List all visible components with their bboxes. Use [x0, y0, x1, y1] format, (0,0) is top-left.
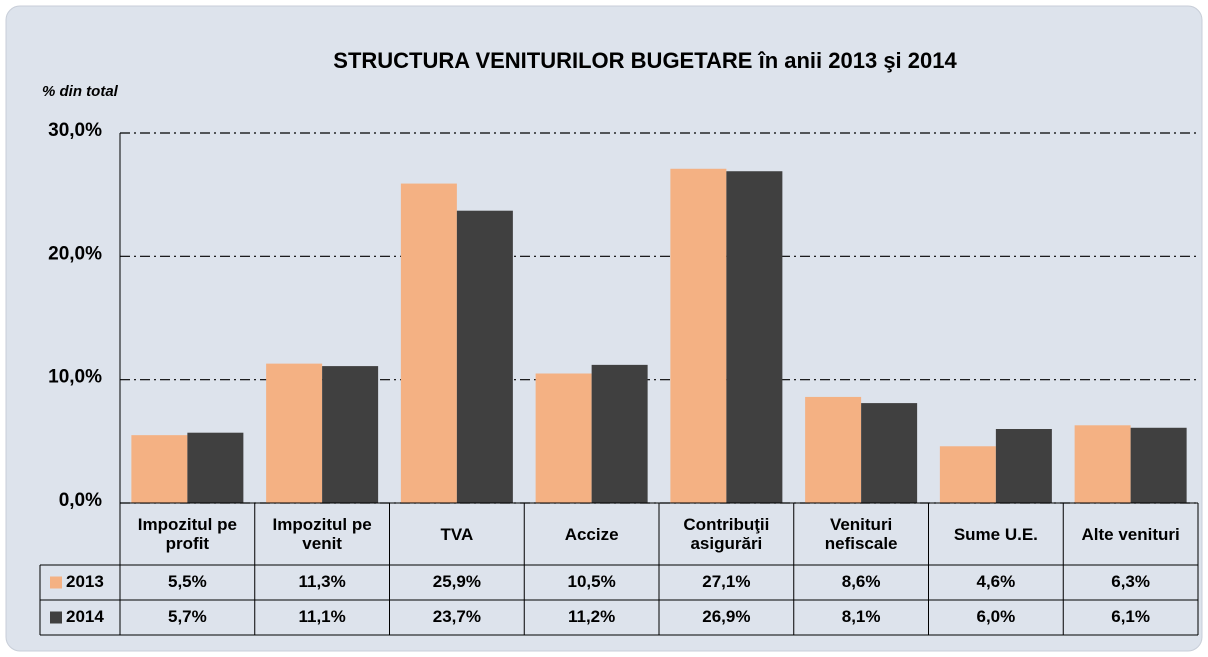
bar — [456, 210, 513, 503]
table-value: 5,7% — [168, 607, 207, 626]
table-value: 6,3% — [1111, 572, 1150, 591]
table-value: 26,9% — [702, 607, 750, 626]
table-value: 10,5% — [568, 572, 616, 591]
table-value: 23,7% — [433, 607, 481, 626]
x-tick-label: Alte venituri — [1081, 524, 1180, 544]
bar — [591, 364, 648, 503]
bar — [187, 432, 244, 503]
x-tick-label: Impozitul pe venit — [272, 515, 372, 553]
bar — [266, 363, 323, 503]
table-value: 6,1% — [1111, 607, 1150, 626]
table-value: 4,6% — [977, 572, 1016, 591]
y-axis-label: % din total — [42, 83, 119, 100]
x-tick-label: Sume U.E. — [953, 524, 1038, 544]
y-tick-label: 10,0% — [48, 367, 102, 388]
table-value: 11,2% — [568, 607, 615, 626]
table-value: 6,0% — [977, 607, 1016, 626]
x-tick-label: Contribuţii asigurări — [683, 515, 770, 553]
y-tick-label: 30,0% — [48, 120, 102, 141]
bar — [861, 403, 918, 503]
table-value: 27,1% — [702, 572, 750, 591]
bar — [1130, 427, 1187, 503]
table-value: 11,1% — [298, 607, 345, 626]
bar — [1074, 425, 1131, 503]
bar — [805, 396, 862, 503]
table-value: 8,1% — [842, 607, 881, 626]
table-value: 8,6% — [842, 572, 881, 591]
legend-label: 2014 — [66, 607, 104, 626]
bar — [535, 373, 592, 503]
table-value: 5,5% — [168, 572, 207, 591]
x-tick-label: Impozitul pe profit — [137, 515, 237, 553]
table-value: 11,3% — [298, 572, 345, 591]
bar — [131, 435, 188, 503]
bar — [939, 446, 996, 503]
legend-label: 2013 — [66, 572, 104, 591]
bar — [670, 168, 727, 503]
bar — [400, 183, 457, 504]
legend-swatch — [50, 611, 62, 624]
bar — [726, 171, 783, 503]
bar — [995, 429, 1052, 503]
table-value: 25,9% — [433, 572, 481, 591]
bar — [322, 366, 379, 503]
chart-title: STRUCTURA VENITURILOR BUGETARE în anii 2… — [333, 48, 957, 73]
y-tick-label: 0,0% — [59, 490, 102, 511]
legend-swatch — [50, 576, 62, 589]
x-tick-label: Accize — [564, 524, 619, 544]
x-tick-label: Venituri nefiscale — [824, 515, 898, 553]
x-tick-label: TVA — [440, 524, 474, 544]
y-tick-label: 20,0% — [48, 243, 102, 264]
